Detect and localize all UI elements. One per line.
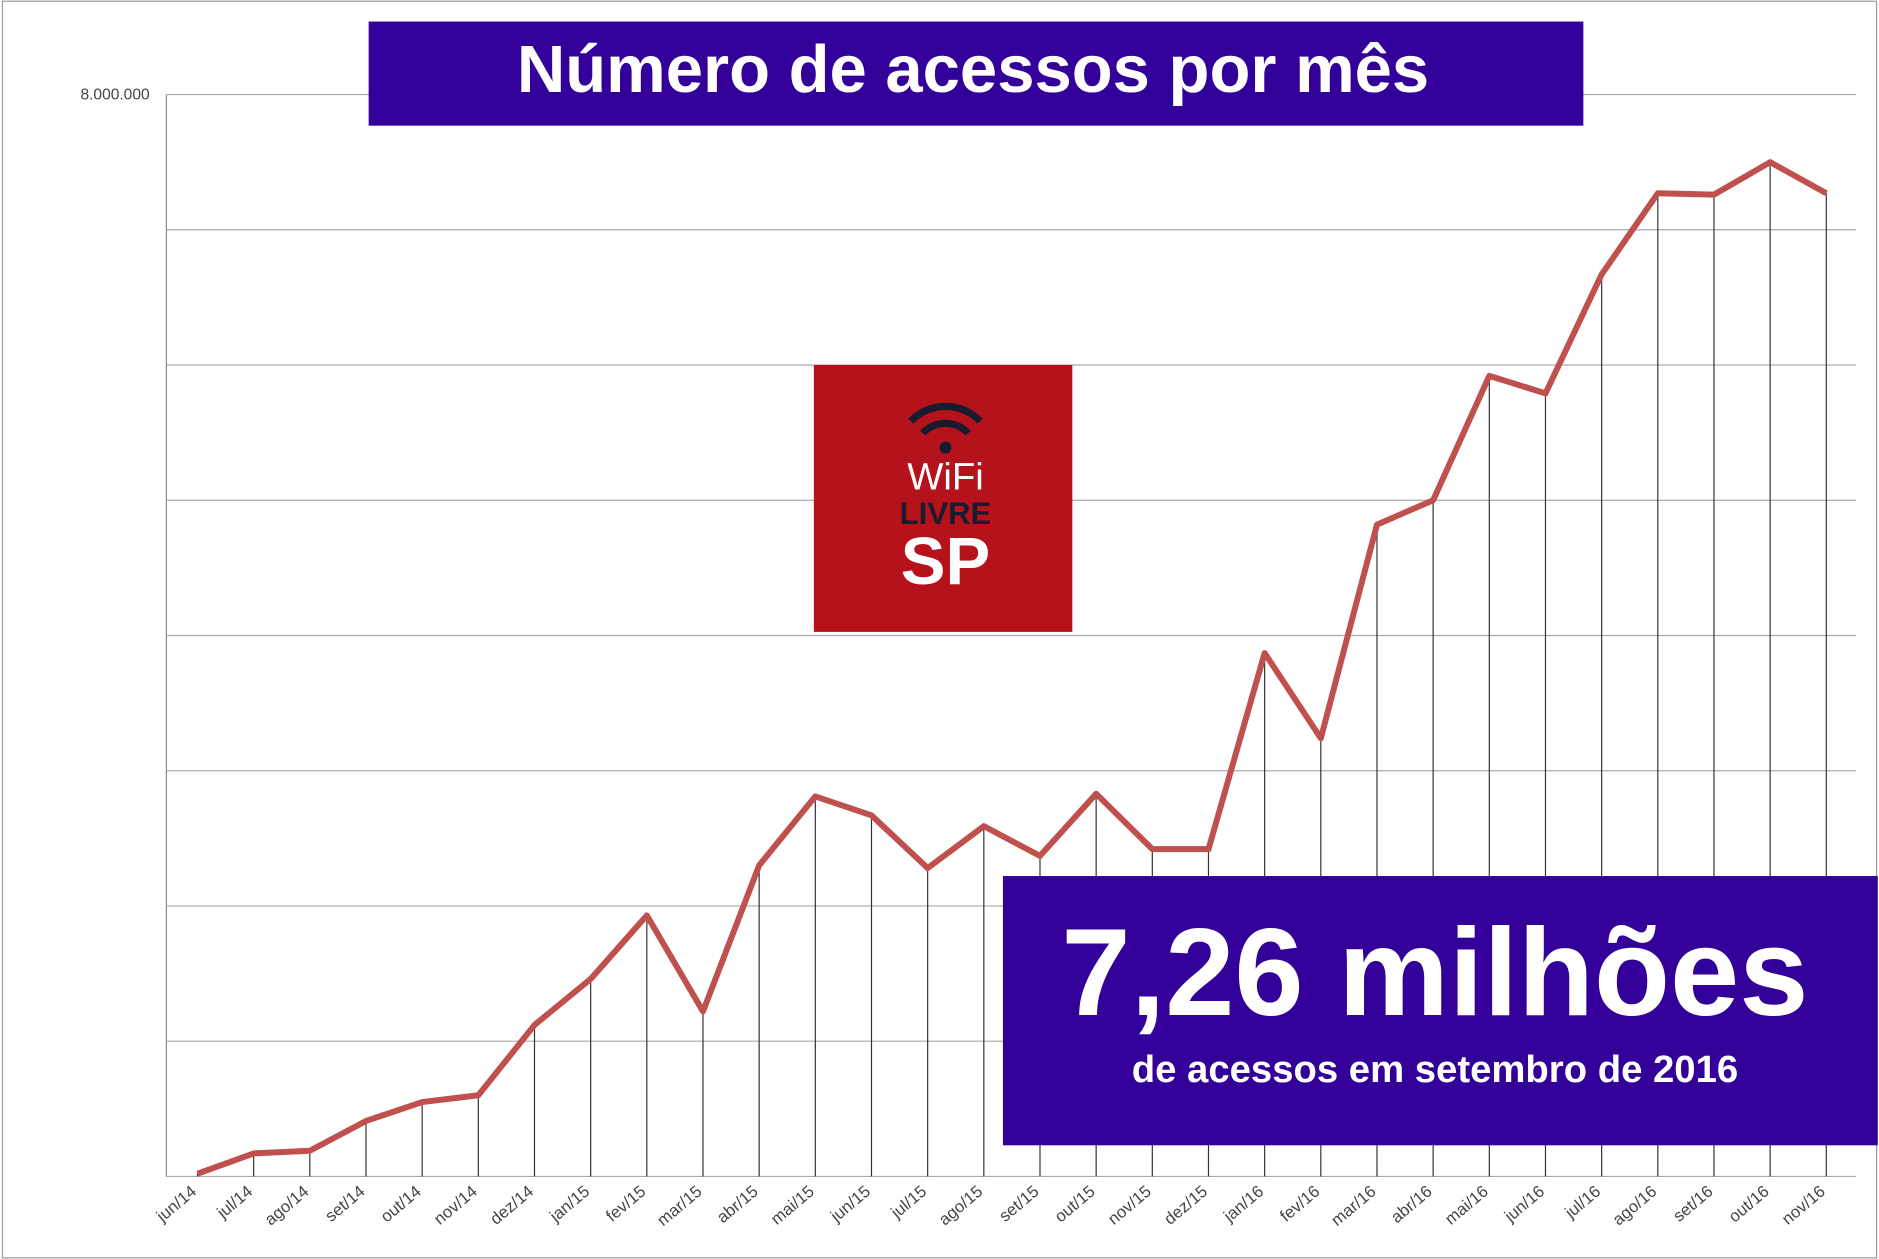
annotation-box: [1002, 876, 1878, 1146]
wifi-arc: [908, 402, 983, 424]
data-line: [196, 159, 1828, 1177]
wifi-arc: [920, 419, 971, 436]
chart-title: Número de acessos por mês: [517, 32, 1429, 107]
logo: WiFi LIVRE SP: [813, 365, 1073, 632]
wifi-dot: [939, 441, 952, 454]
y-tick-label: 8.000.000: [80, 86, 150, 103]
logo-text: SP: [901, 524, 990, 599]
logo-text: LIVRE: [900, 496, 992, 531]
annotation-text: de acessos em setembro de 2016: [1132, 1048, 1738, 1091]
logo-text: WiFi: [907, 455, 984, 498]
title-box: [368, 21, 1584, 126]
annotation-headline: 7,26 milhões: [1061, 903, 1808, 1042]
